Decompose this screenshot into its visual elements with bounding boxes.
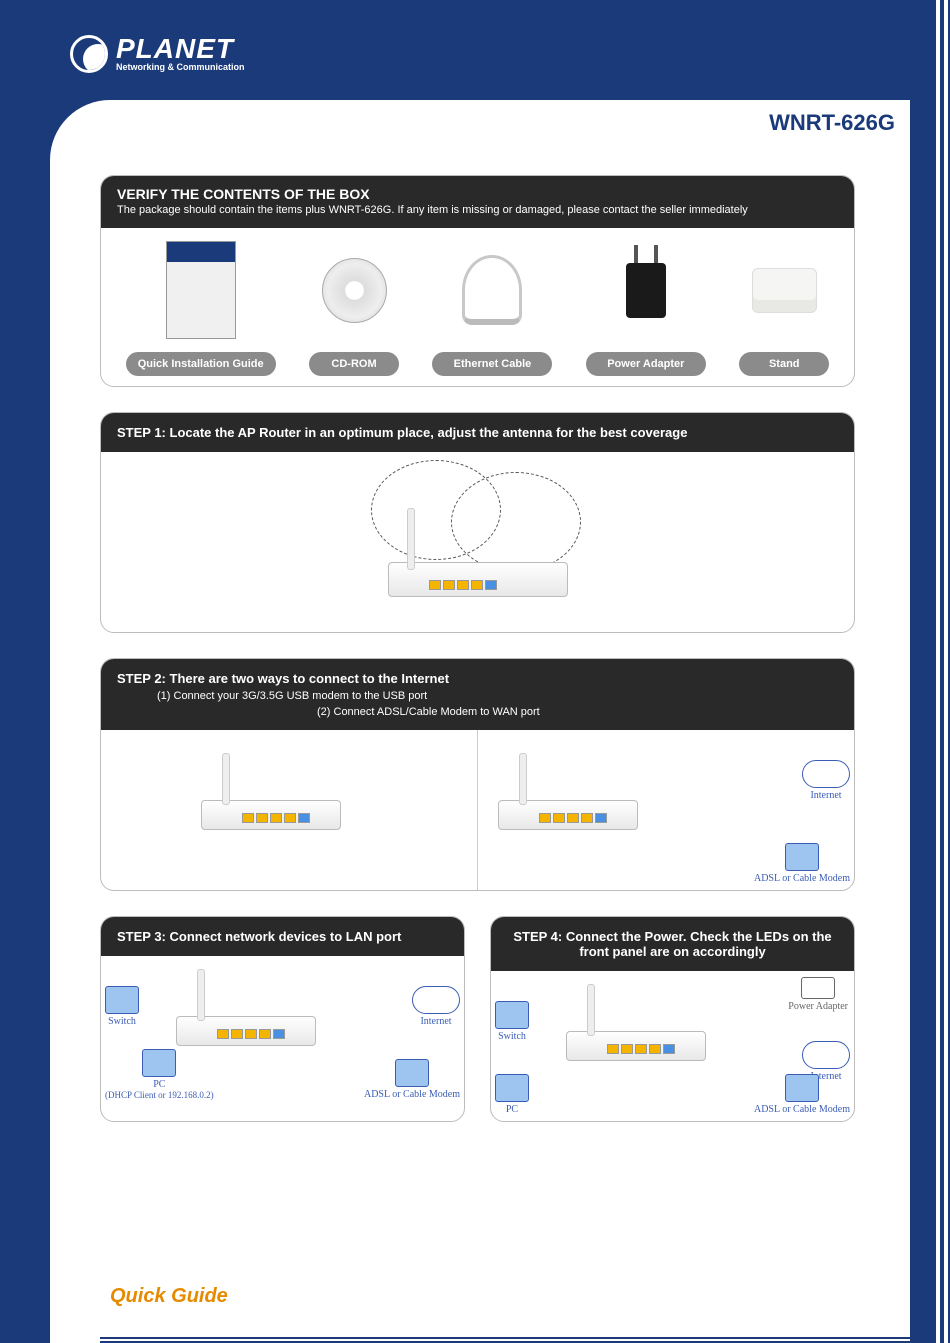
step3-title: STEP 3: Connect network devices to LAN p… — [117, 929, 401, 944]
box-item: Ethernet Cable — [432, 240, 552, 376]
internet-label: Internet — [802, 790, 850, 801]
content-area: VERIFY THE CONTENTS OF THE BOX The packa… — [100, 175, 855, 1273]
planet-icon — [70, 35, 108, 73]
power-adapter-icon — [801, 977, 835, 999]
step4-title: STEP 4: Connect the Power. Check the LED… — [513, 929, 831, 959]
brand-tagline: Networking & Communication — [116, 62, 245, 72]
cloud-icon — [412, 986, 460, 1014]
internet-label: Internet — [412, 1016, 460, 1027]
step2-header: STEP 2: There are two ways to connect to… — [101, 659, 854, 730]
box-contents-header: VERIFY THE CONTENTS OF THE BOX The packa… — [101, 176, 854, 228]
footer-title: Quick Guide — [110, 1285, 228, 1308]
router-icon — [498, 800, 638, 830]
step2-left — [101, 730, 478, 890]
step2-opt1: (1) Connect your 3G/3.5G USB modem to th… — [157, 690, 427, 702]
modem-label: ADSL or Cable Modem — [754, 1104, 850, 1115]
cloud-icon — [802, 1041, 850, 1069]
bottom-stripes — [100, 1335, 910, 1343]
guide-icon — [166, 241, 236, 339]
cd-icon — [322, 258, 387, 323]
box-item-label: Quick Installation Guide — [126, 352, 276, 376]
step1-title: STEP 1: Locate the AP Router in an optim… — [117, 425, 687, 440]
switch-node: Switch — [105, 986, 139, 1027]
step2-title: STEP 2: There are two ways to connect to… — [117, 671, 449, 686]
stand-icon — [752, 268, 817, 313]
switch-label: Switch — [495, 1031, 529, 1042]
modem-icon — [785, 1074, 819, 1102]
coverage-circle-icon — [451, 472, 581, 572]
internet-node: Internet — [412, 986, 460, 1027]
modem-node: ADSL or Cable Modem — [754, 1074, 850, 1115]
cloud-icon — [802, 760, 850, 788]
step3-panel: STEP 3: Connect network devices to LAN p… — [100, 916, 465, 1122]
step1-header: STEP 1: Locate the AP Router in an optim… — [101, 413, 854, 452]
router-icon — [566, 1031, 706, 1061]
modem-node: ADSL or Cable Modem — [364, 1059, 460, 1100]
box-contents-panel: VERIFY THE CONTENTS OF THE BOX The packa… — [100, 175, 855, 387]
step4-header: STEP 4: Connect the Power. Check the LED… — [491, 917, 854, 971]
cable-icon — [462, 255, 522, 325]
right-stripes — [930, 0, 950, 1343]
step4-diagram: Switch PC Power Adapter Internet ADSL or… — [491, 971, 854, 1121]
box-item: CD-ROM — [309, 240, 399, 376]
modem-label: ADSL or Cable Modem — [364, 1089, 460, 1100]
switch-icon — [495, 1001, 529, 1029]
box-item: Power Adapter — [586, 240, 706, 376]
switch-icon — [105, 986, 139, 1014]
step2-right: Internet ADSL or Cable Modem — [478, 730, 854, 890]
brand-name: PLANET — [116, 36, 245, 61]
adapter-icon — [626, 263, 666, 318]
pc-node: PC — [495, 1074, 529, 1115]
step2-opt2: (2) Connect ADSL/Cable Modem to WAN port — [317, 706, 540, 718]
router-icon — [388, 562, 568, 597]
pc-node: PC (DHCP Client or 192.168.0.2) — [105, 1049, 214, 1100]
router-icon — [201, 800, 341, 830]
modem-label: ADSL or Cable Modem — [754, 873, 850, 884]
box-item-label: Power Adapter — [586, 352, 706, 376]
pc-icon — [495, 1074, 529, 1102]
pc-label: PC — [105, 1079, 214, 1090]
box-item-label: CD-ROM — [309, 352, 399, 376]
pc-note: (DHCP Client or 192.168.0.2) — [105, 1090, 214, 1100]
box-item: Quick Installation Guide — [126, 240, 276, 376]
step1-diagram — [101, 452, 854, 632]
box-subtitle: The package should contain the items plu… — [117, 204, 838, 216]
power-adapter-label: Power Adapter — [788, 1001, 848, 1012]
box-item: Stand — [739, 240, 829, 376]
pc-icon — [142, 1049, 176, 1077]
step2-panel: STEP 2: There are two ways to connect to… — [100, 658, 855, 891]
box-item-label: Stand — [739, 352, 829, 376]
power-adapter-node: Power Adapter — [788, 977, 848, 1012]
switch-node: Switch — [495, 1001, 529, 1042]
modem-node: ADSL or Cable Modem — [754, 843, 850, 884]
brand-logo: PLANET Networking & Communication — [70, 35, 245, 73]
pc-label: PC — [495, 1104, 529, 1115]
internet-node: Internet — [802, 760, 850, 801]
box-title: VERIFY THE CONTENTS OF THE BOX — [117, 186, 370, 202]
step1-panel: STEP 1: Locate the AP Router in an optim… — [100, 412, 855, 633]
box-items-row: Quick Installation Guide CD-ROM Ethernet… — [101, 228, 854, 386]
model-number: WNRT-626G — [769, 110, 895, 136]
router-icon — [176, 1016, 316, 1046]
step2-body: Internet ADSL or Cable Modem — [101, 730, 854, 890]
step3-diagram: Switch PC (DHCP Client or 192.168.0.2) I… — [101, 956, 464, 1106]
step3-header: STEP 3: Connect network devices to LAN p… — [101, 917, 464, 956]
box-item-label: Ethernet Cable — [432, 352, 552, 376]
step4-panel: STEP 4: Connect the Power. Check the LED… — [490, 916, 855, 1122]
steps-3-4-row: STEP 3: Connect network devices to LAN p… — [100, 916, 855, 1147]
modem-icon — [395, 1059, 429, 1087]
modem-icon — [785, 843, 819, 871]
switch-label: Switch — [105, 1016, 139, 1027]
